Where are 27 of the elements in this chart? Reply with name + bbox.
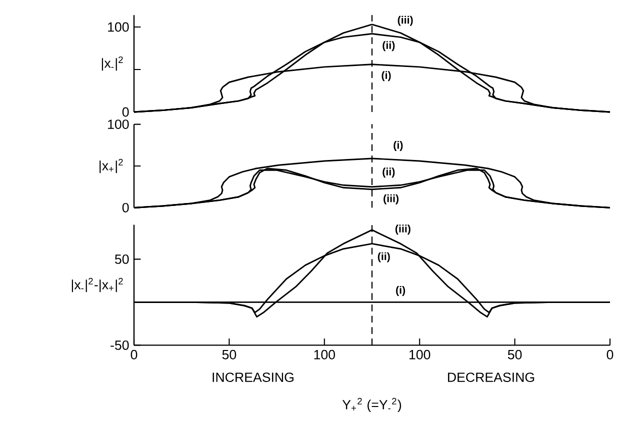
annotation: (iii) — [398, 16, 413, 26]
x-tick-label: 50 — [508, 350, 522, 360]
x-axis-title: Y$_{+}$$^{2}$ (=Y$_{-}$$^{2}$) — [342, 398, 402, 412]
x-tick-label: 100 — [314, 350, 336, 360]
y-tick-label: 0 — [122, 107, 129, 117]
y-tick-label: 100 — [108, 22, 129, 32]
y-axis-title: |x$_{-}$|$^{2}$-|x$_{+}$|$^{2}$ — [72, 278, 123, 292]
y-tick-label: 50 — [115, 254, 129, 264]
y-tick-label: 100 — [108, 120, 129, 129]
annotation: (ii) — [382, 168, 395, 178]
annotation: (iii) — [395, 224, 410, 235]
y-tick-label: -50 — [110, 340, 129, 350]
annotation: (ii) — [378, 252, 390, 262]
annotation: (i) — [396, 286, 406, 296]
x-tick-label: 0 — [606, 350, 614, 360]
y-axis-title: |x$_{-}$|$^{2}$ — [102, 56, 123, 71]
annotation: (iii) — [384, 194, 398, 204]
y-axis-title: |x$_{+}$|$^{2}$ — [100, 158, 123, 174]
annotation: (ii) — [382, 41, 395, 52]
text: INCREASING — [212, 372, 294, 382]
y-tick-label: 0 — [122, 202, 129, 212]
x-tick-label: 50 — [222, 350, 236, 360]
annotation: (i) — [382, 71, 391, 82]
text: DECREASING — [448, 372, 534, 382]
annotation: (i) — [394, 140, 403, 151]
x-tick-label: 0 — [130, 350, 138, 360]
x-tick-label: 100 — [410, 350, 430, 360]
